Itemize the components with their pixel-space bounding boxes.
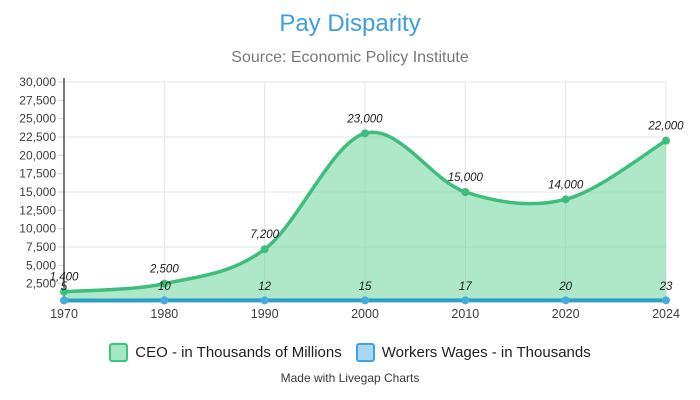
chart-subtitle: Source: Economic Policy Institute [231,49,469,66]
credit-text: Made with Livegap Charts [280,371,420,385]
workers-series-swatch [355,343,375,362]
svg-text:7,500: 7,500 [26,240,56,254]
svg-text:30,000: 30,000 [19,75,56,89]
pay-disparity-chart: 2,500 5,000 7,500 10,000 12,500 15,000 17,500 2… [19,75,685,321]
workers-points [60,296,670,305]
svg-text:2010: 2010 [451,307,479,321]
legend-item-workers[interactable]: Workers Wages - in Thousands [355,343,591,362]
x-axis-labels: 1970 1980 1990 2000 2010 2020 2024 [50,307,680,321]
svg-text:22,500: 22,500 [19,130,56,144]
svg-text:17,500: 17,500 [19,167,56,181]
y-axis-labels: 2,500 5,000 7,500 10,000 12,500 15,000 17,500 2… [19,75,56,291]
svg-text:20: 20 [558,281,572,293]
svg-text:5: 5 [61,281,68,293]
svg-text:1,400: 1,400 [50,272,79,284]
svg-text:22,000: 22,000 [647,121,684,133]
svg-text:20,000: 20,000 [19,148,56,162]
svg-text:2,500: 2,500 [149,264,179,276]
workers-data-labels: 5 10 12 15 17 20 23 [61,281,673,293]
svg-text:25,000: 25,000 [19,112,56,126]
legend-item-ceo[interactable]: CEO - in Thousands of Millions [109,343,342,362]
svg-text:14,000: 14,000 [548,179,584,191]
svg-text:2000: 2000 [351,307,379,321]
svg-text:15: 15 [359,281,372,293]
svg-text:27,500: 27,500 [19,93,56,107]
workers-series-label: Workers Wages - in Thousands [381,344,591,361]
svg-text:1970: 1970 [50,307,78,321]
svg-text:2024: 2024 [652,307,680,321]
chart-title: Pay Disparity [279,10,421,37]
svg-text:5,000: 5,000 [26,258,56,272]
svg-text:2,500: 2,500 [26,277,56,291]
svg-text:2020: 2020 [552,307,580,321]
svg-text:1990: 1990 [251,307,279,321]
svg-text:23: 23 [659,281,673,293]
svg-text:23,000: 23,000 [346,113,383,125]
svg-text:1980: 1980 [150,307,178,321]
ceo-series-label: CEO - in Thousands of Millions [135,344,342,361]
ceo-points [60,129,670,296]
svg-text:15,000: 15,000 [19,185,56,199]
legend: CEO - in Thousands of Millions Workers W… [0,343,700,362]
svg-text:10,000: 10,000 [19,222,56,236]
ceo-data-labels: 1,400 2,500 7,200 23,000 15,000 14,000 22,000 [50,113,685,283]
svg-text:12: 12 [258,281,271,293]
svg-text:17: 17 [459,281,472,293]
y-axis-ticks [58,81,64,285]
svg-text:12,500: 12,500 [19,203,56,217]
svg-text:7,200: 7,200 [250,229,279,241]
svg-text:15,000: 15,000 [448,172,484,184]
svg-text:10: 10 [158,281,171,293]
ceo-area-fill [64,132,666,302]
ceo-series-swatch [109,343,129,362]
